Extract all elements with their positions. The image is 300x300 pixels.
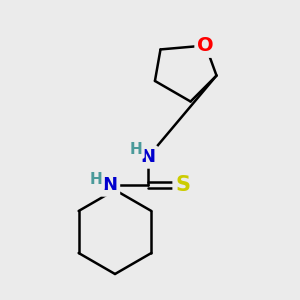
Text: H: H xyxy=(130,142,142,157)
Text: N: N xyxy=(140,148,155,166)
Text: S: S xyxy=(176,175,190,195)
Text: H: H xyxy=(90,172,102,188)
Text: O: O xyxy=(197,36,214,55)
Text: N: N xyxy=(103,176,118,194)
